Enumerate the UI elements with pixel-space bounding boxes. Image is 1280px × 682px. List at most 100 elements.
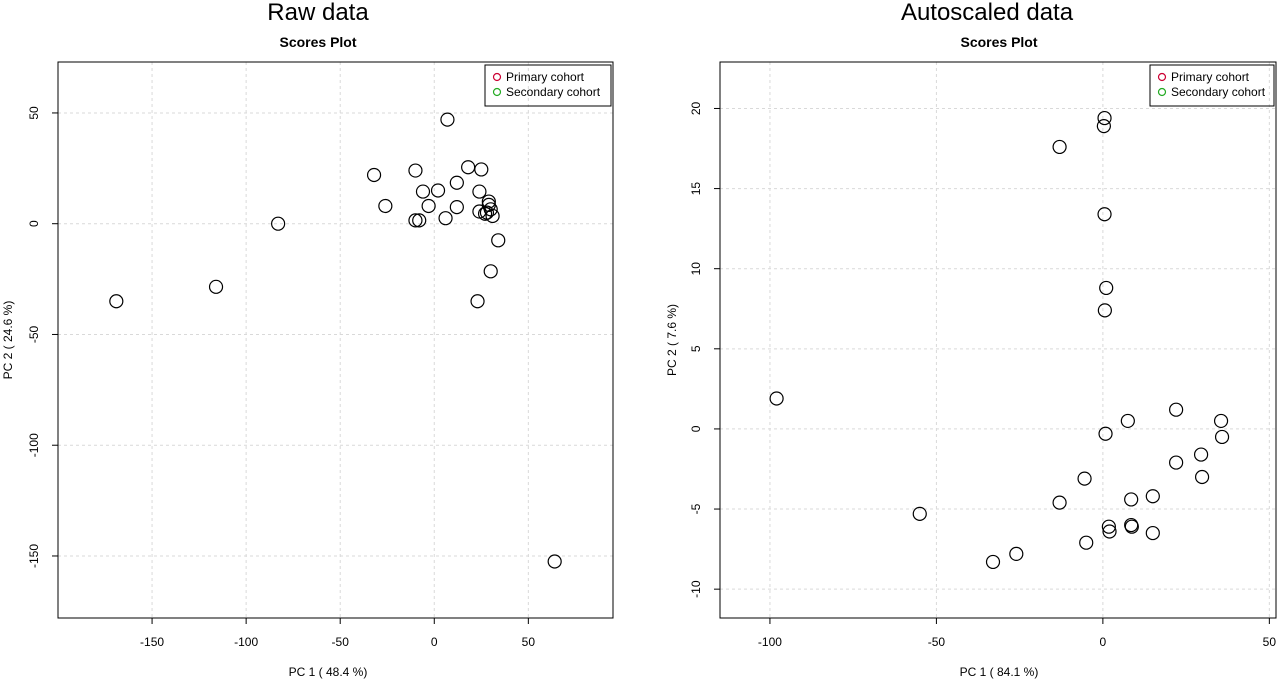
chart-title: Raw data	[267, 0, 369, 26]
x-tick-label: 0	[431, 635, 438, 649]
data-point	[415, 184, 431, 199]
x-axis-label: PC 1 ( 48.4 %)	[289, 665, 368, 679]
y-tick-label: -100	[27, 433, 41, 457]
data-point	[412, 213, 427, 228]
data-point	[1124, 519, 1139, 534]
plot-frame	[719, 61, 1277, 619]
data-point	[421, 198, 436, 214]
data-point	[1120, 413, 1135, 429]
y-tick-label: -5	[689, 503, 703, 514]
data-point	[440, 112, 455, 127]
data-point	[985, 554, 1001, 570]
data-point	[1079, 535, 1094, 550]
data-point	[378, 198, 393, 214]
data-point	[1052, 495, 1067, 510]
grid	[58, 62, 613, 618]
data-point	[1169, 402, 1184, 417]
data-point	[208, 279, 224, 294]
x-tick-label: 50	[522, 635, 536, 649]
legend-box	[1149, 64, 1275, 107]
legend-label-secondary: Secondary cohort	[1171, 85, 1266, 99]
y-tick-label: -50	[27, 325, 41, 343]
y-tick-label: -150	[27, 544, 41, 568]
legend-label-primary: Primary cohort	[1171, 70, 1250, 84]
data-point	[1077, 471, 1092, 486]
data-point	[438, 211, 453, 226]
data-point	[1096, 118, 1111, 134]
data-point	[1097, 110, 1112, 126]
data-point	[491, 233, 506, 248]
y-tick-label: 5	[689, 345, 703, 352]
data-point	[474, 162, 489, 177]
y-tick-label: 10	[689, 262, 703, 276]
data-point	[912, 506, 927, 521]
legend-label-secondary: Secondary cohort	[506, 85, 601, 99]
legend-marker-primary	[1157, 72, 1167, 82]
y-tick-label: -10	[689, 580, 703, 598]
x-tick-label: -100	[758, 635, 782, 649]
legend-marker-secondary	[1157, 87, 1167, 97]
x-tick-label: -50	[332, 635, 350, 649]
raw-data-panel: Raw data Scores Plot -150 -100 -50 0 50 50 0 -5…	[1, 0, 614, 679]
data-point	[769, 391, 784, 406]
data-point	[366, 167, 382, 183]
legend-marker-primary	[492, 72, 502, 82]
data-points	[769, 110, 1230, 570]
y-axis-label: PC 2 ( 24.6 %)	[1, 301, 15, 380]
legend-marker-secondary	[492, 87, 502, 97]
x-tick-label: -50	[928, 635, 946, 649]
data-point	[430, 183, 446, 198]
data-point	[1097, 207, 1112, 222]
data-point	[483, 264, 498, 279]
y-tick-label: 0	[689, 425, 703, 432]
legend-box	[484, 64, 612, 107]
data-point	[1194, 469, 1210, 485]
y-tick-label: 20	[689, 101, 703, 115]
x-tick-label: -100	[234, 635, 258, 649]
data-point	[1102, 524, 1117, 539]
x-tick-label: 0	[1100, 635, 1107, 649]
data-point	[449, 175, 464, 190]
data-point	[408, 163, 423, 178]
data-point	[547, 554, 562, 569]
data-point	[408, 213, 423, 228]
chart-subtitle: Scores Plot	[279, 34, 356, 50]
data-point	[479, 205, 495, 220]
data-point	[1169, 455, 1184, 470]
data-point	[1009, 546, 1024, 562]
data-point	[109, 294, 124, 309]
y-axis-label: PC 2 ( 7.6 %)	[665, 304, 679, 376]
autoscaled-data-panel: Autoscaled data Scores Plot -100 -50 0 5020…	[665, 0, 1277, 679]
data-point	[1052, 139, 1067, 155]
chart-title: Autoscaled data	[901, 0, 1074, 26]
data-point	[1145, 489, 1160, 504]
data-point	[477, 206, 493, 221]
data-point	[472, 184, 487, 199]
data-point	[1214, 429, 1230, 445]
data-point	[1098, 426, 1113, 441]
data-point	[1099, 280, 1114, 296]
x-axis-label: PC 1 ( 84.1 %)	[960, 665, 1039, 679]
y-tick-label: 15	[689, 182, 703, 196]
data-point	[1101, 519, 1116, 534]
data-point	[461, 160, 476, 175]
data-point	[1124, 492, 1139, 507]
data-point	[1193, 447, 1209, 462]
y-tick-label: 50	[27, 106, 41, 120]
chart-subtitle: Scores Plot	[960, 34, 1037, 50]
legend: Primary cohort Secondary cohort	[484, 64, 612, 107]
data-point	[1213, 413, 1229, 429]
legend: Primary cohort Secondary cohort	[1149, 64, 1275, 107]
x-tick-label: -150	[140, 635, 164, 649]
data-point	[271, 216, 286, 231]
plot-frame	[57, 61, 614, 619]
data-point	[1097, 303, 1112, 318]
x-tick-label: 50	[1263, 635, 1277, 649]
axis-ticks: -150 -100 -50 0 50 50 0 -50 -100 -150	[27, 106, 535, 649]
data-point	[449, 199, 464, 215]
data-point	[470, 294, 485, 309]
legend-label-primary: Primary cohort	[506, 70, 585, 84]
grid	[720, 62, 1276, 618]
